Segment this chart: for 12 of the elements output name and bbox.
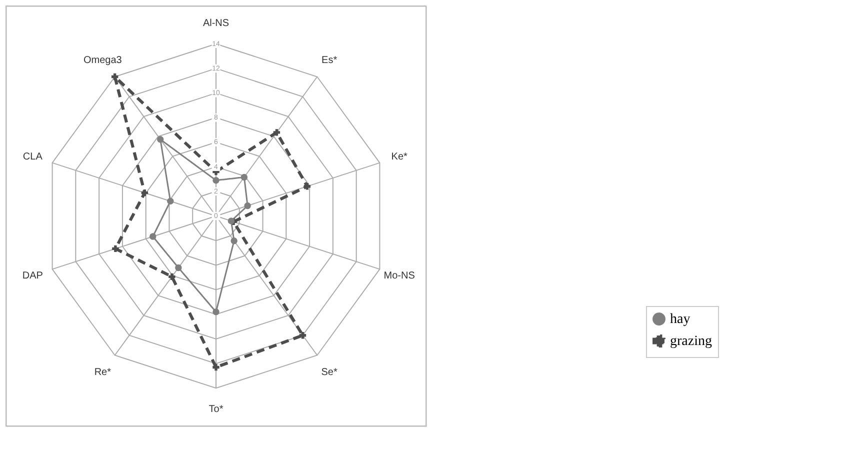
spoke-label: Ke* (391, 151, 408, 162)
spoke-label: Al-NS (202, 18, 230, 30)
spoke-label: Es* (322, 55, 338, 66)
spoke-label: CLA (22, 151, 43, 162)
spoke-label: To* (208, 404, 224, 415)
legend-label: hay (670, 312, 690, 327)
spoke-label: Re* (94, 366, 112, 378)
spoke-label: Mo-NS (384, 270, 416, 282)
spoke-label: Se* (321, 366, 338, 378)
spoke-label: DAP (22, 270, 44, 282)
legend-label: grazing (670, 334, 712, 349)
spoke-label: Omega3 (84, 55, 122, 66)
